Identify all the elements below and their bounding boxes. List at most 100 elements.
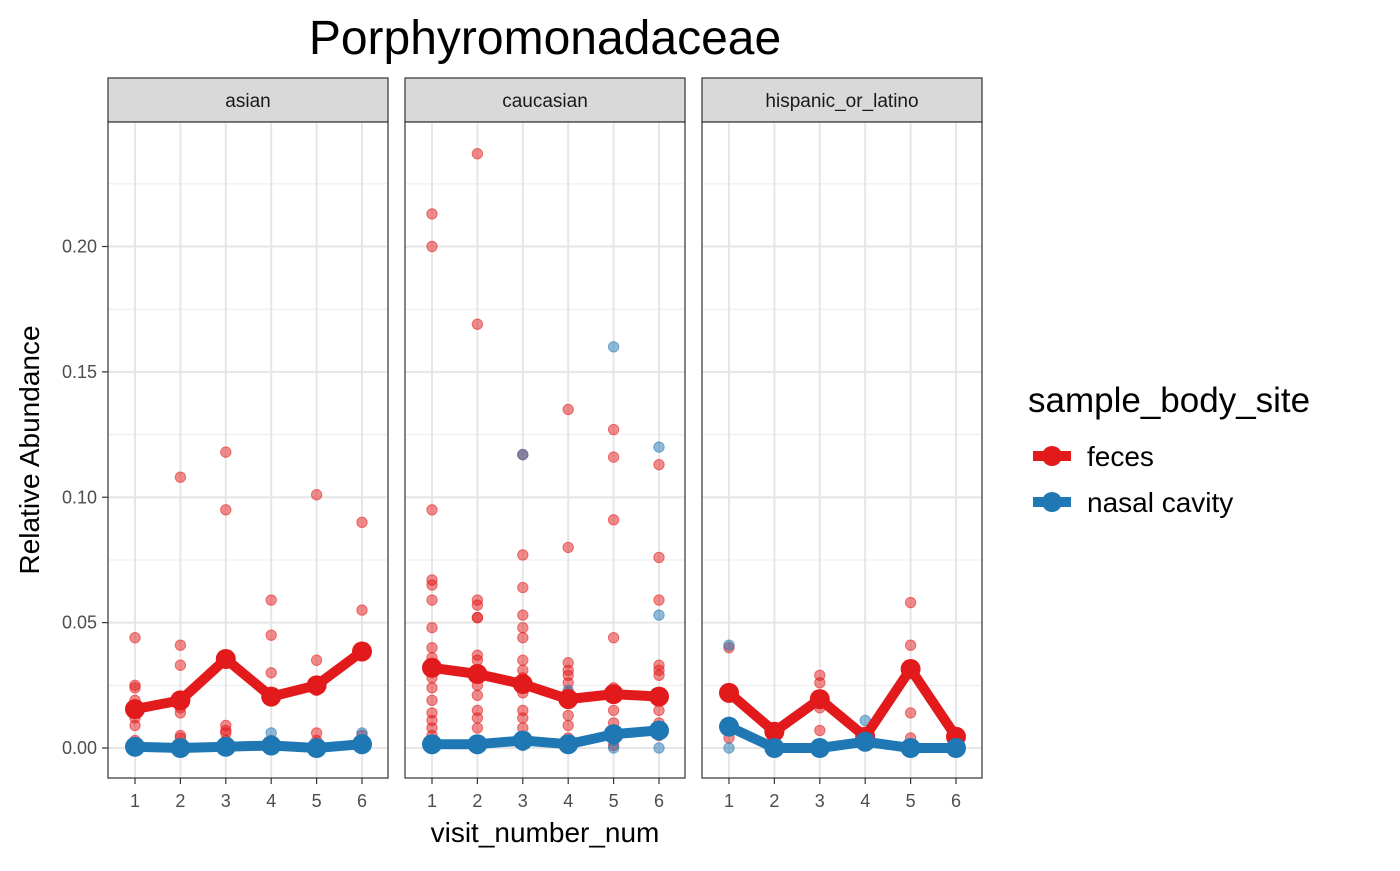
data-point — [653, 458, 665, 471]
x-tick-label: 4 — [860, 791, 870, 811]
data-point — [426, 694, 438, 707]
data-point — [607, 423, 620, 436]
x-tick-label: 6 — [357, 791, 367, 811]
data-point — [356, 604, 368, 616]
y-tick-label: 0.00 — [62, 738, 97, 758]
line-marker — [764, 738, 785, 758]
data-point — [517, 621, 529, 634]
data-point — [265, 667, 277, 679]
data-point — [471, 599, 484, 611]
x-tick-label: 4 — [563, 791, 573, 811]
y-axis-title: Relative Abundance — [14, 325, 45, 574]
data-point — [426, 240, 438, 253]
data-point — [265, 594, 277, 606]
y-tick-label: 0.05 — [62, 613, 97, 633]
data-point — [471, 654, 484, 666]
line-marker — [352, 641, 372, 662]
line-marker — [261, 735, 282, 756]
legend-item-label: feces — [1087, 441, 1154, 472]
x-tick-label: 3 — [518, 791, 528, 811]
facet-panel-asian: asian 1 2 3 4 5 6 — [107, 77, 389, 811]
facet-strip — [701, 77, 983, 123]
data-point — [904, 596, 917, 609]
line-marker — [125, 699, 145, 720]
x-tick-label: 5 — [312, 791, 322, 811]
data-point — [356, 516, 368, 529]
data-point — [426, 621, 438, 634]
line-marker — [170, 690, 191, 711]
data-point — [517, 581, 529, 594]
line-marker — [809, 689, 830, 710]
line-marker — [512, 674, 533, 695]
data-point — [653, 594, 665, 606]
line-marker — [764, 721, 785, 742]
line-marker — [125, 736, 145, 757]
data-point — [653, 704, 665, 717]
data-point — [471, 712, 484, 724]
data-point — [562, 719, 574, 732]
data-point — [607, 704, 620, 717]
legend-key-marker — [1042, 492, 1062, 512]
line-marker — [306, 675, 327, 696]
y-axis: 0.00 0.05 0.10 0.15 0.20 — [62, 237, 108, 758]
line-marker — [558, 734, 579, 755]
line-marker — [215, 648, 236, 669]
data-point — [562, 403, 574, 416]
x-axis-title: visit_number_num — [431, 817, 660, 848]
data-point — [426, 579, 438, 591]
data-point — [607, 341, 620, 353]
legend: sample_body_site feces nasal cavity — [1028, 381, 1310, 518]
line-marker — [352, 734, 372, 755]
facet-strip — [404, 77, 686, 123]
chart-title: Porphyromonadaceae — [309, 12, 781, 65]
facet-strip-label: hispanic_or_latino — [765, 91, 918, 112]
data-point — [471, 722, 484, 734]
line-marker — [649, 686, 669, 707]
line-nasal-cavity — [719, 716, 966, 758]
data-point — [517, 448, 529, 461]
line-feces — [422, 657, 669, 710]
data-point — [723, 639, 735, 651]
data-point — [129, 682, 141, 694]
data-point — [653, 609, 665, 621]
data-point — [607, 451, 620, 463]
x-tick-label: 4 — [266, 791, 276, 811]
data-point — [310, 654, 323, 666]
panel-border — [404, 121, 686, 779]
data-point — [904, 639, 917, 651]
gridlines — [702, 122, 982, 778]
legend-item-label: nasal cavity — [1087, 487, 1233, 518]
x-tick-label: 1 — [724, 791, 734, 811]
line-marker — [649, 720, 669, 741]
panel-border — [107, 121, 389, 779]
data-point — [653, 669, 665, 681]
legend-item-feces: feces — [1033, 441, 1154, 472]
data-point — [517, 609, 529, 621]
data-point — [426, 642, 438, 654]
legend-title: sample_body_site — [1028, 381, 1310, 420]
data-point — [220, 446, 232, 458]
data-point — [426, 682, 438, 694]
line-feces — [719, 659, 966, 747]
data-point — [129, 631, 141, 644]
data-point — [607, 742, 620, 754]
line-marker — [603, 684, 624, 705]
data-point — [723, 742, 735, 754]
line-marker — [809, 738, 830, 758]
data-point — [904, 707, 917, 719]
plot-background — [405, 122, 685, 778]
x-tick-label: 1 — [427, 791, 437, 811]
data-point — [653, 441, 665, 453]
data-point — [471, 689, 484, 702]
data-point — [517, 549, 529, 561]
y-tick-label: 0.10 — [62, 487, 97, 507]
data-point — [517, 712, 529, 724]
data-point — [562, 541, 574, 554]
data-point — [174, 659, 187, 671]
line-marker — [719, 716, 739, 737]
line-marker — [558, 689, 579, 710]
data-point — [220, 504, 232, 516]
data-point — [426, 504, 438, 516]
